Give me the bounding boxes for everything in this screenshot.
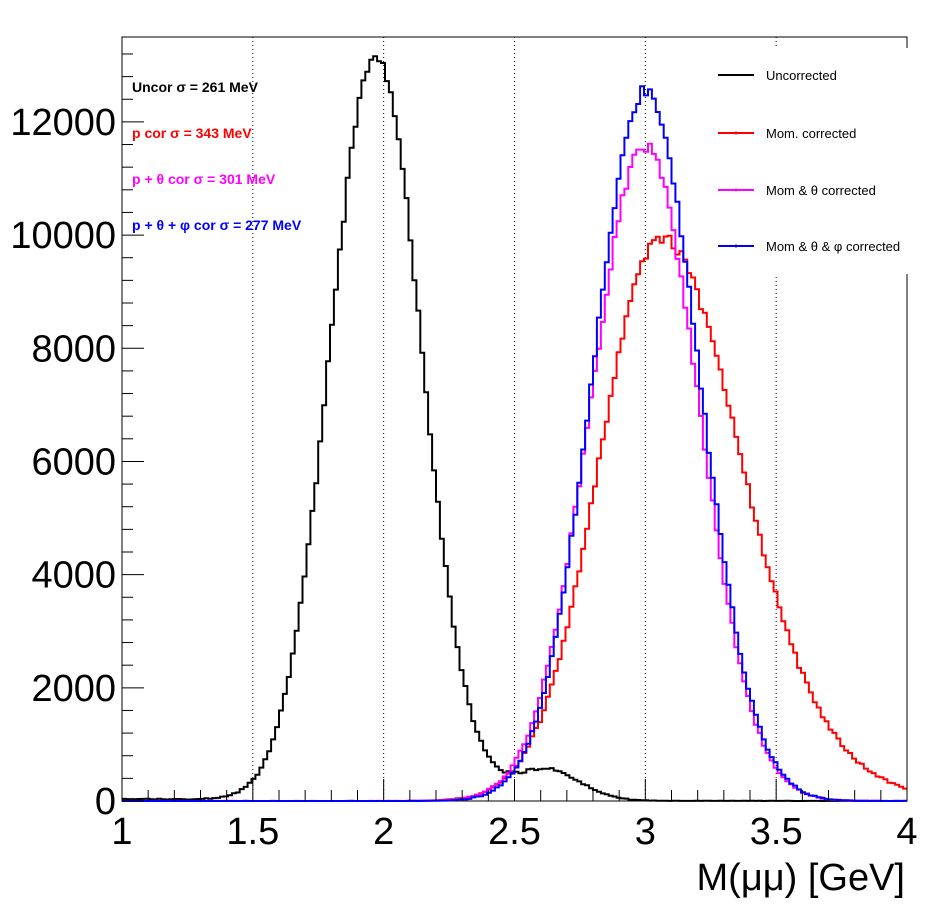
series-line xyxy=(122,85,907,802)
sigma-annotation: p cor σ = 343 MeV xyxy=(132,125,252,141)
y-tick-label: 2000 xyxy=(31,668,116,710)
x-tick-label: 3 xyxy=(635,811,656,853)
sigma-annotations: Uncor σ = 261 MeV p cor σ = 343 MeV p + θ … xyxy=(132,79,302,233)
legend-label: Mom & θ & φ corrected xyxy=(766,239,900,254)
y-tick-label: 8000 xyxy=(31,328,116,370)
x-axis-title: M(μμ) [GeV] xyxy=(697,857,905,899)
sigma-annotation: p + θ cor σ = 301 MeV xyxy=(132,171,276,187)
x-grid xyxy=(252,37,777,801)
legend-marker xyxy=(734,188,738,192)
y-tick-label: 0 xyxy=(95,781,116,823)
y-tick-label: 4000 xyxy=(31,555,116,597)
series-line xyxy=(122,55,907,802)
x-tick-label: 4 xyxy=(896,811,917,853)
x-tick-label: 2 xyxy=(373,811,394,853)
legend-box xyxy=(712,48,930,274)
sigma-annotation: Uncor σ = 261 MeV xyxy=(132,79,259,95)
legend-marker xyxy=(734,131,738,135)
legend-label: Uncorrected xyxy=(766,68,837,83)
x-tick-label: 2.5 xyxy=(488,811,541,853)
y-tick-label: 12000 xyxy=(10,102,116,144)
sigma-annotation: p + θ + φ cor σ = 277 MeV xyxy=(132,217,302,233)
axes: 1 1.5 2 2.5 3 3.5 4 0 2000 4000 6000 8000 10000 12000 xyxy=(10,53,918,853)
y-tick-label: 6000 xyxy=(31,441,116,483)
legend-label: Mom & θ corrected xyxy=(766,183,876,198)
legend: Uncorrected Mom. corrected Mom & θ correct… xyxy=(712,48,930,274)
legend-label: Mom. corrected xyxy=(766,126,856,141)
x-tick-label: 1.5 xyxy=(226,811,279,853)
x-tick-label: 1 xyxy=(111,811,132,853)
series-line xyxy=(122,234,907,802)
legend-marker xyxy=(734,244,738,248)
x-tick-label: 3.5 xyxy=(750,811,803,853)
y-tick-label: 10000 xyxy=(10,215,116,257)
